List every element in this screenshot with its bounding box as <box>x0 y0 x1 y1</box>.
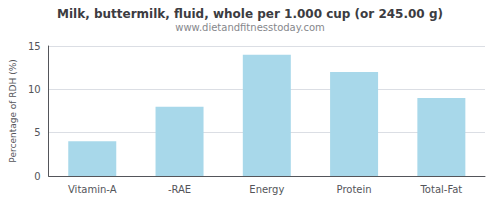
svg-text:5: 5 <box>34 127 40 138</box>
svg-text:Protein: Protein <box>337 184 372 195</box>
svg-text:Total-Fat: Total-Fat <box>419 184 462 195</box>
svg-text:Milk, buttermilk, fluid, whole: Milk, buttermilk, fluid, whole per 1.000… <box>57 7 443 21</box>
svg-text:Energy: Energy <box>249 184 284 195</box>
svg-text:www.dietandfitnesstoday.com: www.dietandfitnesstoday.com <box>175 22 324 33</box>
svg-text:15: 15 <box>28 41 41 52</box>
svg-text:Vitamin-A: Vitamin-A <box>68 184 117 195</box>
svg-text:10: 10 <box>28 84 41 95</box>
svg-text:-RAE: -RAE <box>168 184 191 195</box>
svg-text:Percentage of RDH (%): Percentage of RDH (%) <box>8 59 18 162</box>
svg-text:0: 0 <box>34 171 40 182</box>
